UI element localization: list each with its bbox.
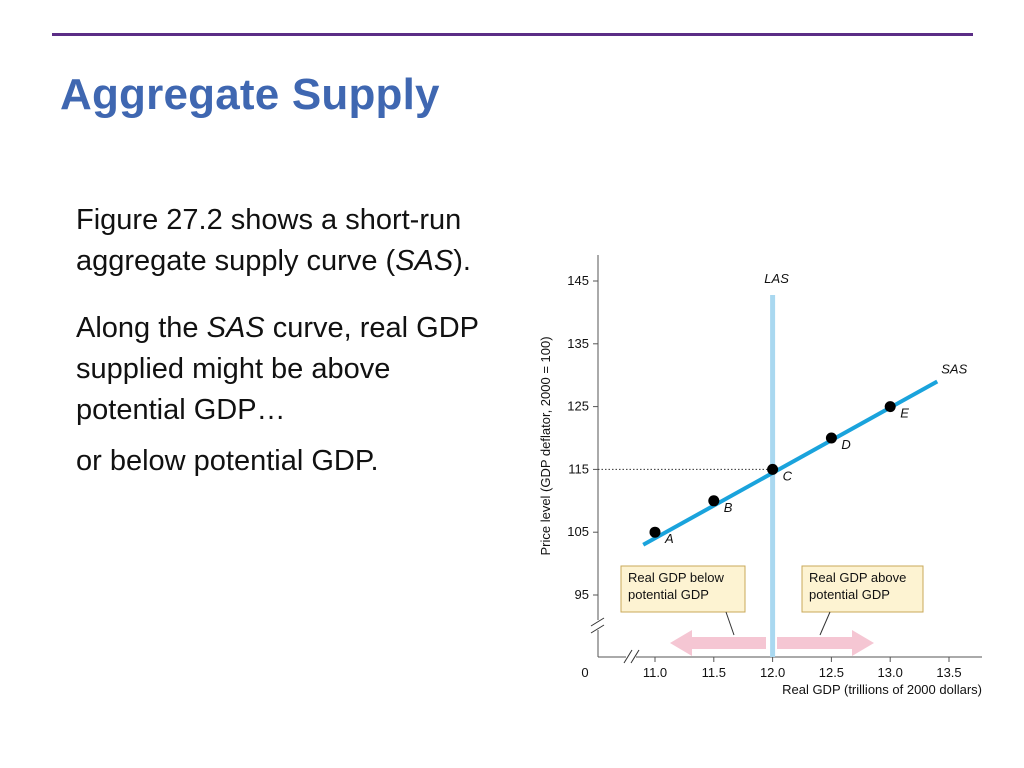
chart-svg: 95 105 115 125 135 145 11.0 11.5 12.0 12.5 13.0 13.… <box>538 255 982 697</box>
y-tick-label: 105 <box>567 524 589 539</box>
note-text-below-potential: potential GDP <box>628 587 709 602</box>
para2-text-a: Along the <box>76 312 207 344</box>
slide-title: Aggregate Supply <box>60 70 440 119</box>
y-axis-title: Price level (GDP deflator, 2000 = 100) <box>538 336 553 555</box>
title-divider <box>52 33 973 36</box>
y-axis-break-gap <box>592 620 604 630</box>
sas-point-e <box>884 401 896 413</box>
y-tick-label: 115 <box>568 461 589 476</box>
para2-sas-term: SAS <box>206 312 265 344</box>
sas-point-label-b: B <box>724 500 733 515</box>
sas-point-label-e: E <box>900 406 909 421</box>
para2-text-b: curve, real GDP supplied might be above … <box>76 312 479 426</box>
sas-point-label-d: D <box>841 437 850 452</box>
x-axis-title: Real GDP (trillions of 2000 dollars) <box>782 682 982 697</box>
las-curve-label: LAS <box>764 271 789 286</box>
note-text-above-potential: Real GDP above <box>809 570 906 585</box>
x-tick-label: 13.0 <box>878 665 903 680</box>
y-tick-label: 135 <box>567 336 589 351</box>
sas-point-label-a: A <box>664 531 674 546</box>
note-text-below-potential: Real GDP below <box>628 570 724 585</box>
note-box-above-potential <box>801 565 924 613</box>
arrow-right-above-potential <box>777 630 874 656</box>
x-axis-break-mark <box>623 649 633 664</box>
sas-curve-label: SAS <box>941 361 967 376</box>
y-axis-break-mark <box>590 624 605 634</box>
y-tick-label: 125 <box>567 399 589 414</box>
y-tick-label: 95 <box>575 587 589 602</box>
para1-sas-term: SAS <box>395 245 454 277</box>
sas-point-label-c: C <box>783 468 793 483</box>
origin-label: 0 <box>581 665 588 680</box>
x-tick-label: 13.5 <box>936 665 961 680</box>
paragraph-above: Along the SAS curve, real GDP supplied m… <box>76 308 496 431</box>
arrow-left-below-potential <box>670 630 766 656</box>
paragraph-below: or below potential GDP. <box>76 445 379 477</box>
sas-point-b <box>708 495 720 507</box>
x-axis-break-gap <box>626 651 636 663</box>
x-tick-label: 11.5 <box>702 665 726 680</box>
body-text: Figure 27.2 shows a short-run aggregate … <box>76 200 496 482</box>
note-text-above-potential: potential GDP <box>809 587 890 602</box>
sas-point-a <box>649 526 661 538</box>
y-tick-label: 145 <box>567 273 589 288</box>
x-tick-label: 12.0 <box>760 665 785 680</box>
para1-text-b: ). <box>453 245 471 277</box>
note-box-below-potential <box>620 565 746 613</box>
x-tick-label: 11.0 <box>643 665 667 680</box>
y-axis-break-mark <box>590 617 605 627</box>
sas-point-c <box>767 463 779 475</box>
para1-text-a: Figure 27.2 shows a short-run aggregate … <box>76 204 462 277</box>
aggregate-supply-chart: 95 105 115 125 135 145 11.0 11.5 12.0 12.5 13.0 13.… <box>530 245 1000 715</box>
paragraph-intro: Figure 27.2 shows a short-run aggregate … <box>76 200 496 282</box>
sas-point-d <box>825 432 837 444</box>
note-pointer-below <box>725 611 735 636</box>
note-pointer-above <box>819 611 831 636</box>
x-tick-label: 12.5 <box>819 665 844 680</box>
x-axis-break-mark <box>630 649 640 664</box>
